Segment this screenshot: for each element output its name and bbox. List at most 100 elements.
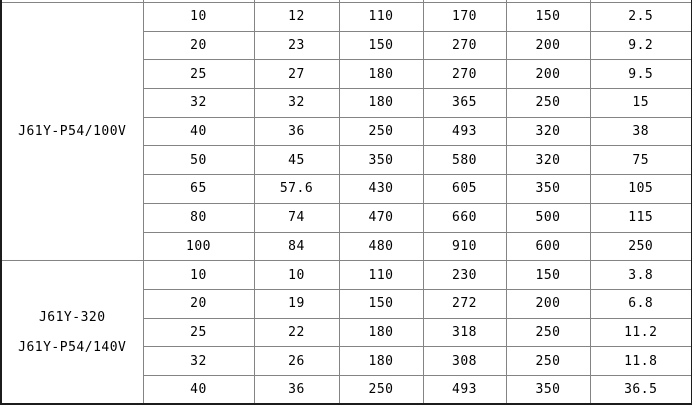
value-cell: 600	[505, 231, 591, 262]
value-cell: 660	[422, 202, 507, 233]
value-cell: 115	[589, 202, 692, 233]
value-cell: 11.8	[589, 346, 692, 376]
value-cell: 27	[253, 59, 340, 90]
value-cell: 270	[422, 59, 507, 90]
table-row: 50 45 350 580 320 75	[1, 145, 692, 176]
value-cell: 32	[142, 88, 255, 118]
value-cell: 430	[338, 174, 424, 204]
value-cell: 22	[253, 317, 340, 348]
cutoff-row	[0, 0, 692, 3]
value-cell: 9.2	[589, 30, 692, 61]
value-cell: 250	[338, 374, 424, 405]
value-cell: 11.2	[589, 317, 692, 348]
value-cell: 250	[338, 116, 424, 147]
table-row: 80 74 470 660 500 115	[1, 202, 692, 233]
value-cell: 200	[505, 59, 591, 90]
value-cell: 350	[338, 145, 424, 176]
value-cell: 32	[253, 88, 340, 118]
value-cell: 40	[142, 116, 255, 147]
model-cell: J61Y-320 J61Y-P54/140V	[0, 260, 144, 405]
model-label: J61Y-320	[38, 309, 106, 325]
value-cell: 40	[142, 374, 255, 405]
value-cell: 23	[253, 30, 340, 61]
value-cell: 365	[422, 88, 507, 118]
value-cell: 26	[253, 346, 340, 376]
value-cell: 20	[142, 288, 255, 319]
value-cell: 150	[338, 288, 424, 319]
value-cell: 110	[338, 260, 424, 290]
value-cell: 38	[589, 116, 692, 147]
value-cell: 20	[142, 30, 255, 61]
model-label: J61Y-P54/100V	[18, 124, 127, 140]
value-cell: 25	[142, 317, 255, 348]
value-cell: 493	[422, 374, 507, 405]
value-cell: 605	[422, 174, 507, 204]
value-cell: 6.8	[589, 288, 692, 319]
value-cell: 105	[589, 174, 692, 204]
value-cell: 910	[422, 231, 507, 262]
value-cell: 180	[338, 346, 424, 376]
value-cell: 200	[505, 30, 591, 61]
value-cell: 80	[142, 202, 255, 233]
value-cell: 250	[505, 88, 591, 118]
value-cell: 250	[505, 317, 591, 348]
table-row: 20 19 150 272 200 6.8	[1, 288, 692, 319]
value-cell: 2.5	[589, 2, 692, 32]
value-cell: 480	[338, 231, 424, 262]
value-cell: 9.5	[589, 59, 692, 90]
table-row: J61Y-P54/100V 10 12 110 170 150 2.5	[0, 1, 692, 262]
value-cell: 250	[589, 231, 692, 262]
value-cell: 84	[253, 231, 340, 262]
value-cell: 320	[505, 145, 591, 176]
table-row: 65 57.6 430 605 350 105	[1, 174, 692, 204]
value-cell: 230	[422, 260, 507, 290]
value-cell: 470	[338, 202, 424, 233]
value-cell: 150	[505, 260, 591, 290]
value-cell: 200	[505, 288, 591, 319]
value-cell: 270	[422, 30, 507, 61]
table-row: 32 32 180 365 250 15	[1, 88, 692, 118]
value-cell: 180	[338, 59, 424, 90]
model-cell: J61Y-P54/100V	[0, 1, 144, 262]
table-row: 20 23 150 270 200 9.2	[1, 30, 692, 61]
value-cell: 150	[338, 30, 424, 61]
value-cell: 100	[142, 231, 255, 262]
value-cell: 74	[253, 202, 340, 233]
value-cell: 57.6	[253, 174, 340, 204]
table-row: 32 26 180 308 250 11.8	[1, 346, 692, 376]
table-row: J61Y-320 J61Y-P54/140V 10 10 110 230 150 3.8	[0, 260, 692, 405]
value-cell: 350	[505, 374, 591, 405]
value-cell: 180	[338, 88, 424, 118]
value-cell: 32	[142, 346, 255, 376]
value-cell: 272	[422, 288, 507, 319]
value-cell: 308	[422, 346, 507, 376]
value-cell: 10	[253, 260, 340, 290]
value-cell: 36.5	[589, 374, 692, 405]
value-cell: 493	[422, 116, 507, 147]
value-cell: 150	[505, 2, 591, 32]
value-cell: 10	[142, 260, 255, 290]
value-cell: 580	[422, 145, 507, 176]
value-cell: 350	[505, 174, 591, 204]
value-cell: 110	[338, 2, 424, 32]
value-cell: 36	[253, 374, 340, 405]
value-cell: 36	[253, 116, 340, 147]
value-cell: 180	[338, 317, 424, 348]
value-cell: 75	[589, 145, 692, 176]
value-cell: 19	[253, 288, 340, 319]
value-cell: 45	[253, 145, 340, 176]
value-cell: 15	[589, 88, 692, 118]
value-cell: 170	[422, 2, 507, 32]
value-cell: 500	[505, 202, 591, 233]
value-cell: 12	[253, 2, 340, 32]
value-cell: 25	[142, 59, 255, 90]
value-cell: 3.8	[589, 260, 692, 290]
value-cell: 318	[422, 317, 507, 348]
table-row: 25 27 180 270 200 9.5	[1, 59, 692, 90]
table-row: 40 36 250 493 350 36.5	[1, 374, 692, 405]
value-cell: 65	[142, 174, 255, 204]
value-cell: 250	[505, 346, 591, 376]
